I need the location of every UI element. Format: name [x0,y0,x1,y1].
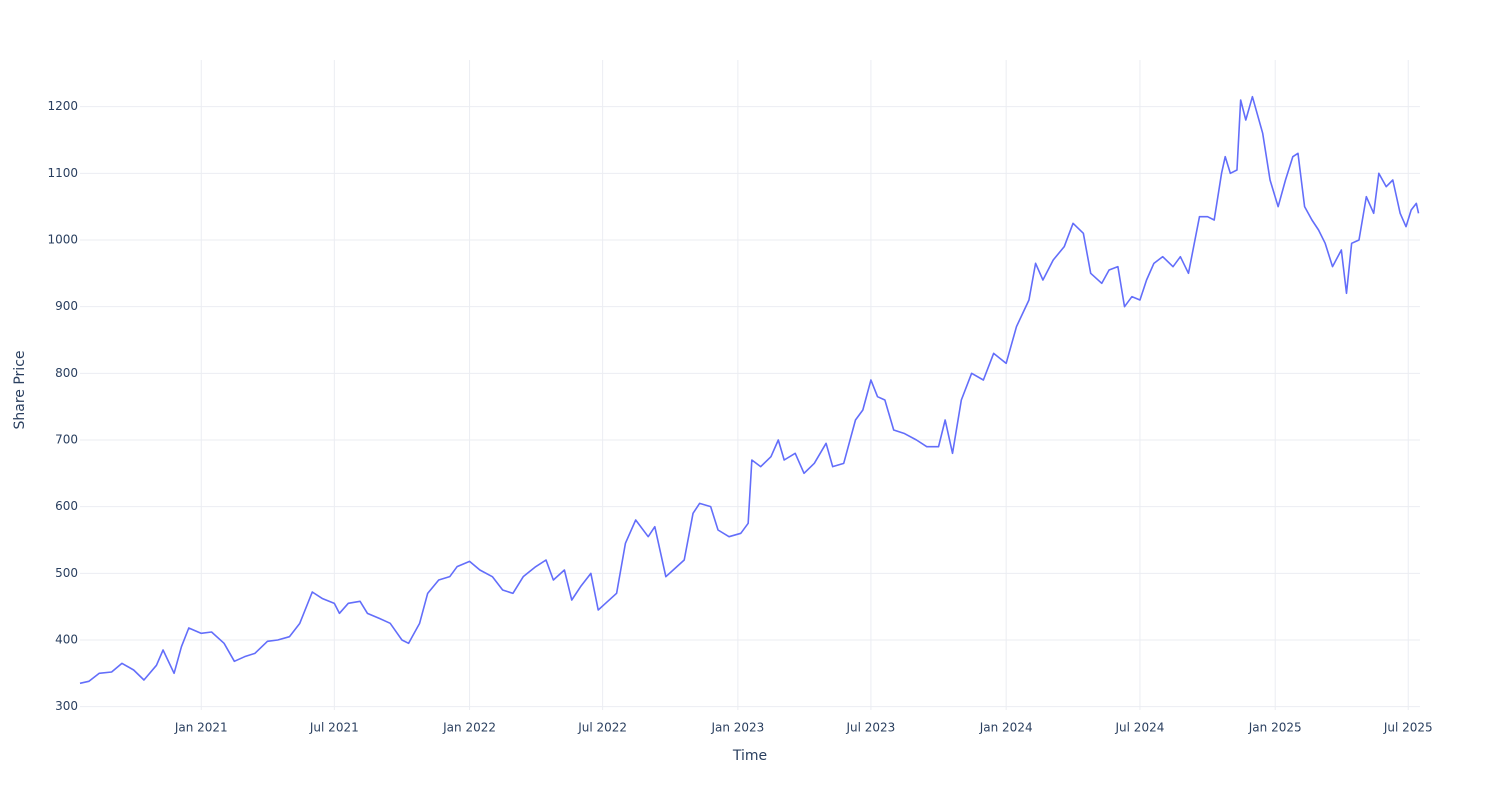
y-tick-label: 1100 [47,166,78,180]
y-tick-label: 500 [55,566,78,580]
x-tick-label: Jan 2024 [979,721,1033,735]
y-tick-label: 600 [55,499,78,513]
x-tick-label: Jan 2025 [1248,721,1302,735]
plot [79,95,1420,685]
x-tick-label: Jul 2025 [1383,721,1433,735]
x-tick-label: Jan 2021 [174,721,228,735]
y-tick-label: 1200 [47,99,78,113]
x-tick-label: Jul 2024 [1115,721,1165,735]
y-tick-label: 1000 [47,233,78,247]
x-tick-label: Jul 2023 [845,721,895,735]
y-tick-label: 900 [55,299,78,313]
x-tick-label: Jul 2021 [309,721,359,735]
y-tick-label: 400 [55,633,78,647]
x-tick-label: Jan 2022 [442,721,496,735]
price-line [79,95,1420,685]
y-axis-title: Share Price [12,350,28,429]
x-tick-label: Jan 2023 [710,721,764,735]
x-tick-label: Jul 2022 [577,721,627,735]
grid [80,60,1420,710]
y-tick-label: 700 [55,433,78,447]
x-axis-title: Time [732,748,767,764]
y-tick-label: 300 [55,699,78,713]
y-tick-label: 800 [55,366,78,380]
